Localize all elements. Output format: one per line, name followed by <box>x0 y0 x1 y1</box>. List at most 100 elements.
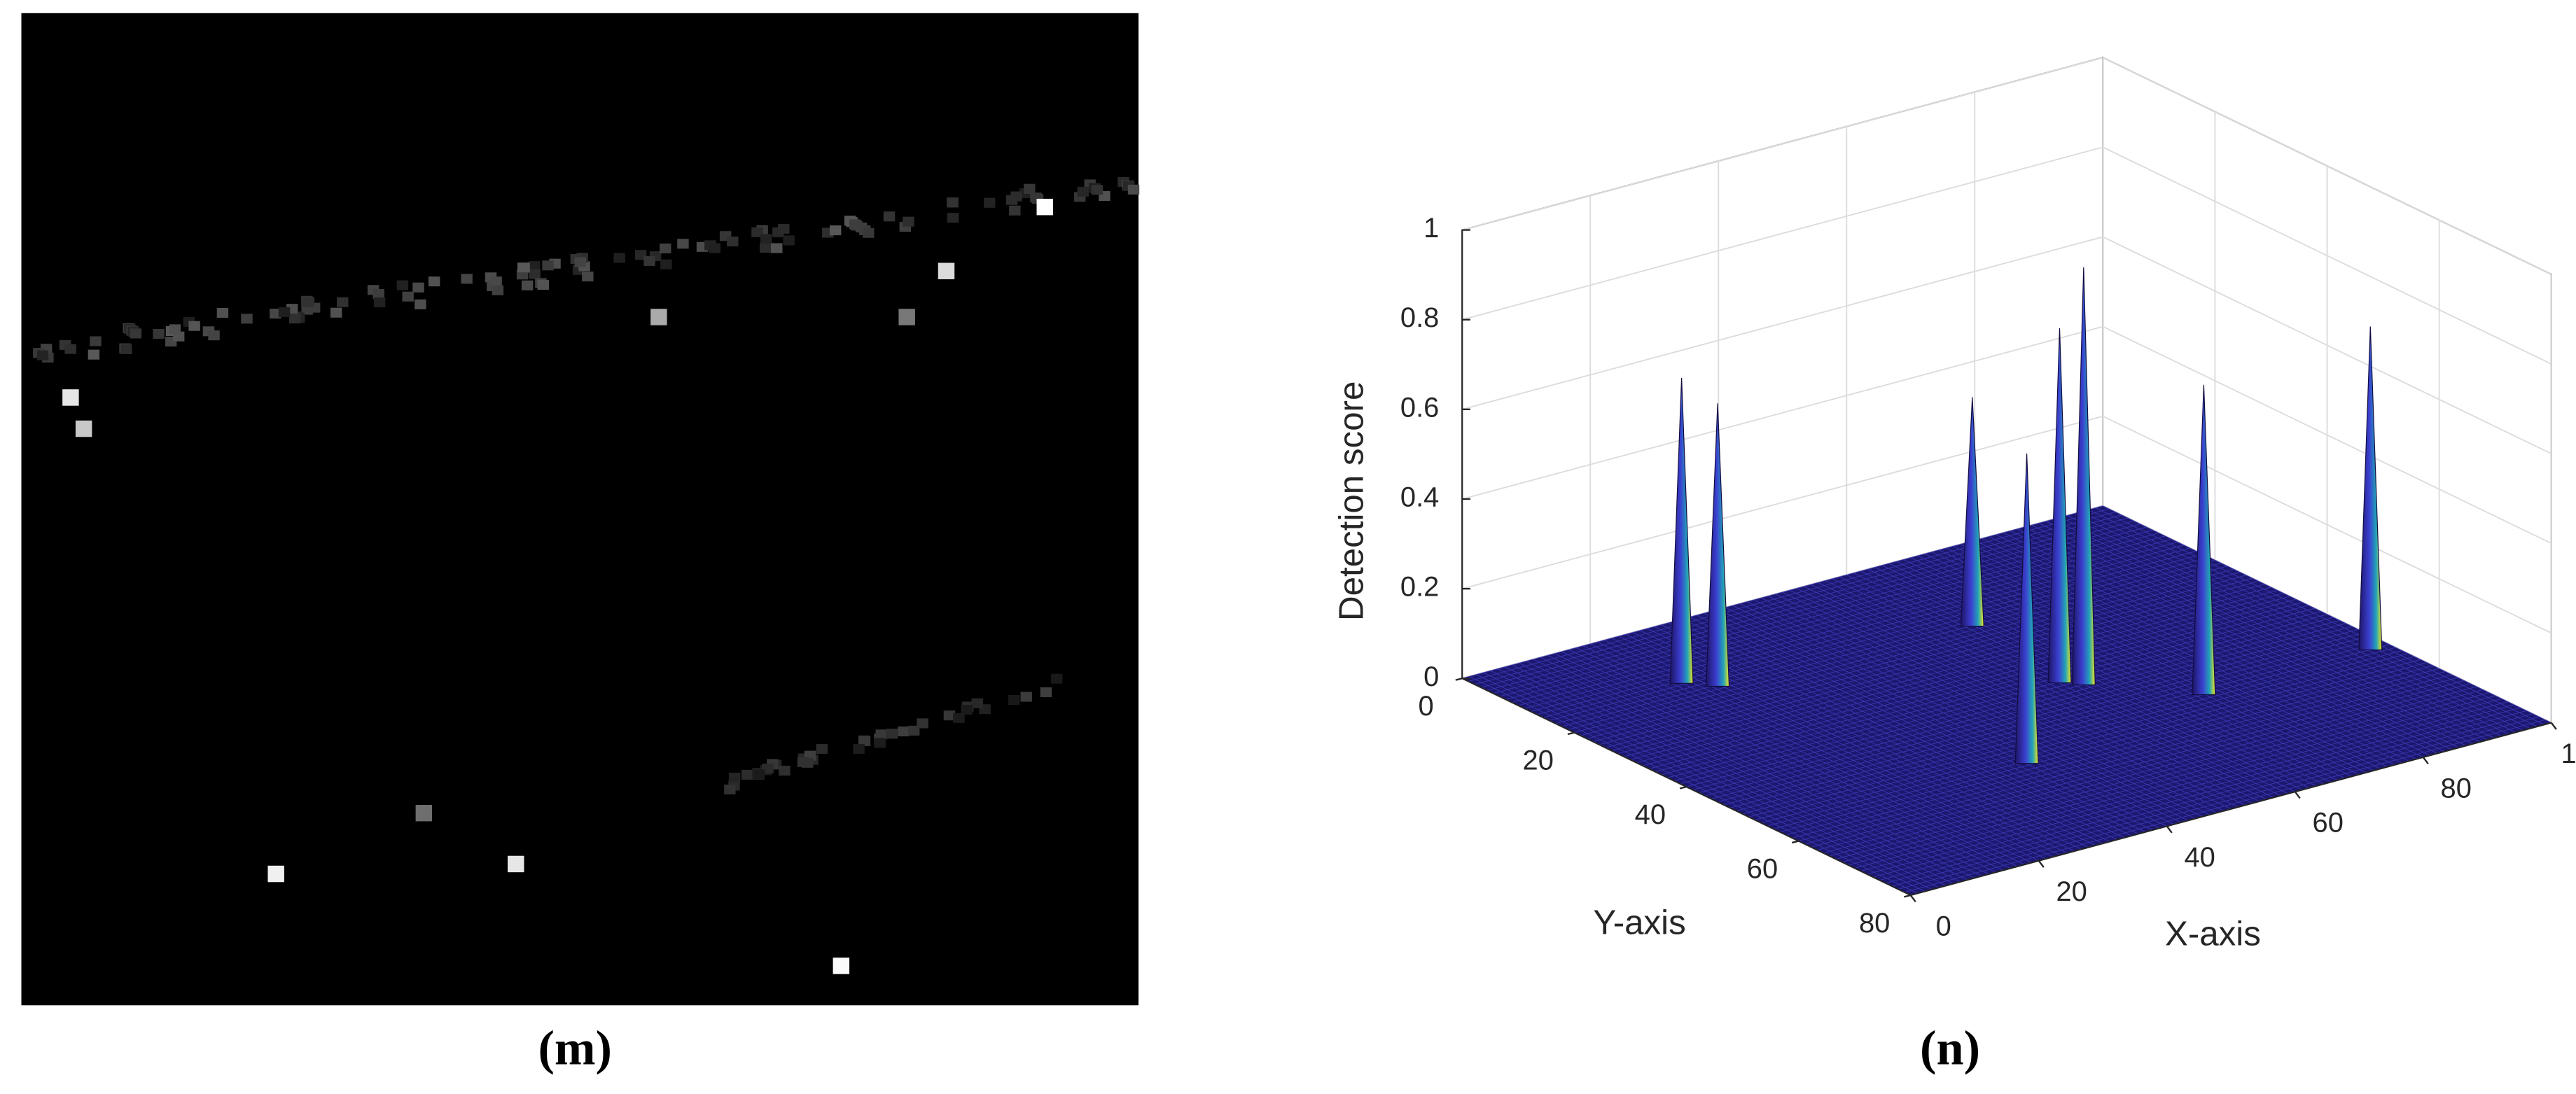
faint-pixel <box>1010 191 1022 202</box>
tick-mark <box>1679 786 1687 790</box>
panel-label: (n) <box>1920 1021 1980 1075</box>
faint-pixel <box>853 743 865 755</box>
surface-mesh <box>1643 593 2284 766</box>
faint-pixel <box>1050 673 1063 684</box>
surface-mesh <box>1755 647 2396 820</box>
faint-pixel <box>373 297 386 308</box>
z-tick-label: 1 <box>1423 213 1439 244</box>
x-axis-label: X-axis <box>2165 915 2261 953</box>
bright-spot <box>267 865 284 883</box>
y-tick-label: 0 <box>1418 691 1433 722</box>
surface-mesh <box>1574 559 2215 734</box>
faint-pixel <box>728 772 741 783</box>
faint-pixel <box>883 211 896 222</box>
surface-mesh <box>1742 640 2383 815</box>
surface-mesh <box>1904 719 2546 893</box>
surface-mesh <box>1587 566 2228 739</box>
tick-mark <box>2550 722 2557 730</box>
bright-spot <box>833 958 850 974</box>
x-tick-label: 100 <box>2561 738 2576 769</box>
faint-pixel <box>907 725 920 736</box>
faint-pixel <box>208 330 220 341</box>
faint-pixel <box>373 288 384 300</box>
surface-mesh <box>1767 653 2409 827</box>
faint-pixel <box>660 243 671 253</box>
faint-pixel <box>412 282 424 293</box>
faint-pixel <box>677 239 689 249</box>
faint-pixel <box>1008 694 1020 706</box>
surface-mesh <box>1680 610 2321 785</box>
faint-pixel <box>169 324 181 335</box>
faint-pixel <box>120 344 132 354</box>
surface-mesh <box>1886 710 2527 884</box>
surface-mesh <box>1462 505 2103 679</box>
surface-mesh <box>1568 556 2209 730</box>
surface-mesh <box>1748 644 2390 818</box>
faint-pixel <box>461 274 473 284</box>
bright-spot <box>898 309 915 325</box>
surface-mesh <box>1898 716 2540 890</box>
faint-pixel <box>851 220 863 231</box>
faint-pixel <box>1040 687 1052 698</box>
faint-pixel <box>953 713 965 723</box>
faint-pixel <box>762 764 774 774</box>
tick-mark <box>2294 791 2301 799</box>
z-tick-label: 0.8 <box>1400 302 1439 333</box>
faint-pixel <box>490 276 502 287</box>
faint-pixel <box>241 314 253 324</box>
faint-pixel <box>1024 183 1036 194</box>
surface-mesh <box>1835 686 2477 860</box>
surface-mesh <box>1729 635 2371 808</box>
faint-pixel <box>542 260 554 271</box>
surface-mesh <box>1761 650 2402 824</box>
surface-mesh <box>1891 713 2533 887</box>
peak <box>2071 267 2096 685</box>
faint-pixel <box>816 744 828 755</box>
surface-mesh <box>1785 662 2427 836</box>
surface-mesh <box>1779 659 2421 833</box>
bright-spot <box>938 262 955 279</box>
surface-mesh <box>1468 508 2110 682</box>
faint-pixel <box>917 718 928 729</box>
surface-mesh <box>1611 577 2253 751</box>
z-tick-label: 0.2 <box>1400 572 1439 603</box>
faint-pixel <box>727 236 739 246</box>
surface-mesh <box>1717 629 2359 803</box>
surface-mesh <box>1512 529 2153 703</box>
faint-pixel <box>759 242 772 253</box>
faint-pixel <box>415 299 426 309</box>
faint-pixel <box>613 253 625 263</box>
surface-mesh <box>1867 701 2508 875</box>
bright-spot <box>75 420 92 437</box>
faint-pixel <box>943 710 956 721</box>
faint-pixel <box>874 738 886 748</box>
faint-pixel <box>278 307 291 317</box>
faint-pixel <box>875 729 887 740</box>
surface-mesh <box>1605 575 2247 748</box>
faint-pixel <box>778 223 790 234</box>
x-tick-label: 60 <box>2313 808 2344 839</box>
faint-pixel <box>858 736 871 746</box>
faint-pixel <box>643 255 655 266</box>
peak <box>2358 326 2383 650</box>
bright-spot <box>508 855 524 873</box>
surface-mesh <box>1617 580 2259 755</box>
faint-pixel <box>64 344 76 354</box>
faint-pixel <box>336 297 349 307</box>
surface-mesh <box>1624 584 2265 757</box>
x-tick-label: 0 <box>1936 911 1951 941</box>
surface-mesh <box>1636 589 2278 764</box>
surface-mesh <box>1561 554 2203 727</box>
faint-pixel <box>898 726 910 737</box>
tick-mark <box>2422 757 2429 764</box>
tick-mark <box>1567 731 1575 736</box>
surface-mesh <box>1474 511 2116 685</box>
faint-pixel <box>1091 185 1103 195</box>
y-tick-label: 40 <box>1635 799 1666 830</box>
faint-pixel <box>760 234 772 244</box>
faint-pixel <box>779 766 791 776</box>
surface-mesh <box>1817 677 2458 850</box>
z-tick-label: 0.4 <box>1400 482 1439 513</box>
